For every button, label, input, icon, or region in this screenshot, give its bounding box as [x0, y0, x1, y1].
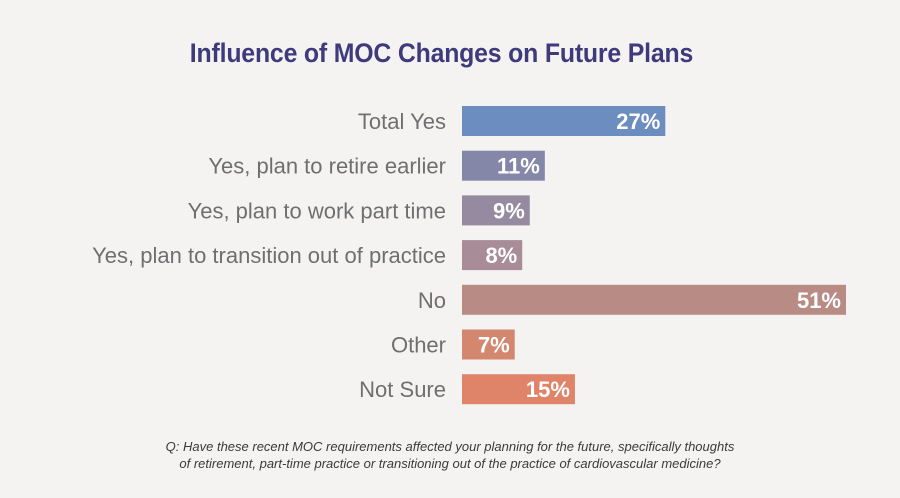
bar	[462, 240, 523, 271]
bar-value-label: 15%	[526, 377, 570, 402]
bar	[462, 374, 575, 405]
bar-value-label: 9%	[493, 198, 525, 223]
category-label: Not Sure	[359, 377, 446, 402]
category-label: Yes, plan to retire earlier	[208, 154, 446, 179]
bar	[462, 106, 666, 136]
survey-question-footnote: Q: Have these recent MOC requirements af…	[0, 438, 900, 472]
bar-value-label: 51%	[797, 288, 841, 313]
footnote-line-1: Q: Have these recent MOC requirements af…	[165, 439, 735, 454]
chart-title: Influence of MOC Changes on Future Plans	[189, 38, 694, 68]
category-label: Yes, plan to transition out of practice	[92, 243, 446, 268]
bar	[462, 150, 545, 181]
bar-value-label: 8%	[485, 243, 517, 268]
bar	[462, 195, 530, 226]
bar	[462, 284, 846, 315]
category-label: Yes, plan to work part time	[188, 198, 446, 223]
bar-value-label: 7%	[478, 333, 510, 358]
bar-chart: Total Yes 27% Yes, plan to retire earlier 1…	[92, 106, 846, 405]
category-label: Total Yes	[358, 109, 446, 134]
category-label: Other	[391, 333, 446, 358]
footnote-line-2: of retirement, part-time practice or tra…	[179, 456, 721, 471]
bar	[462, 329, 515, 360]
bar-value-label: 27%	[616, 109, 660, 134]
category-label: No	[418, 288, 446, 313]
bar-value-label: 11%	[497, 154, 540, 179]
